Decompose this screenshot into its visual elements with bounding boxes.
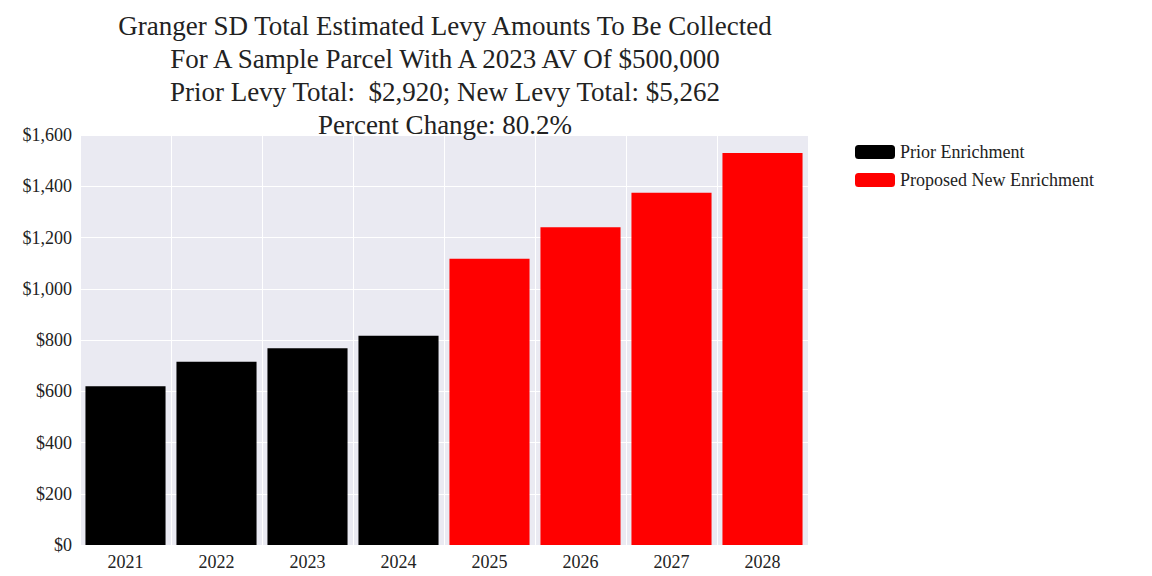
svg-text:$0: $0 xyxy=(54,535,72,555)
svg-text:Granger SD Total Estimated Lev: Granger SD Total Estimated Levy Amounts … xyxy=(118,11,772,41)
svg-text:2021: 2021 xyxy=(108,552,144,572)
svg-text:Prior Enrichment: Prior Enrichment xyxy=(900,142,1024,162)
svg-text:$1,600: $1,600 xyxy=(23,125,73,145)
svg-text:$1,000: $1,000 xyxy=(23,279,73,299)
svg-text:$200: $200 xyxy=(36,484,72,504)
svg-text:2028: 2028 xyxy=(745,552,781,572)
svg-text:2023: 2023 xyxy=(290,552,326,572)
svg-text:$400: $400 xyxy=(36,433,72,453)
svg-text:Prior Levy Total: $2,920; New: Prior Levy Total: $2,920; New Levy Total… xyxy=(170,77,720,107)
svg-text:2025: 2025 xyxy=(472,552,508,572)
svg-text:2027: 2027 xyxy=(654,552,690,572)
svg-text:2024: 2024 xyxy=(381,552,417,572)
svg-text:2026: 2026 xyxy=(563,552,599,572)
svg-text:For A Sample Parcel With A 202: For A Sample Parcel With A 2023 AV Of $5… xyxy=(170,44,719,74)
svg-text:Proposed New Enrichment: Proposed New Enrichment xyxy=(900,170,1094,190)
svg-text:$1,400: $1,400 xyxy=(23,176,73,196)
svg-text:$1,200: $1,200 xyxy=(23,228,73,248)
svg-text:Percent Change: 80.2%: Percent Change: 80.2% xyxy=(318,110,572,140)
svg-text:$600: $600 xyxy=(36,381,72,401)
svg-text:2022: 2022 xyxy=(199,552,235,572)
svg-text:$800: $800 xyxy=(36,330,72,350)
